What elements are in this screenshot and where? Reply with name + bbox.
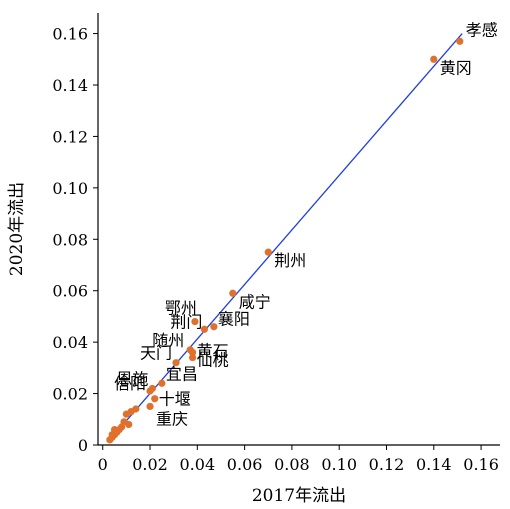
data-point <box>210 323 218 331</box>
y-tick-label: 0.16 <box>52 25 88 44</box>
data-point <box>146 387 154 395</box>
point-label: 重庆 <box>156 409 188 428</box>
point-label: 黄冈 <box>440 58 472 77</box>
y-tick-label: 0.08 <box>52 230 88 249</box>
y-axis-title: 2020年流出 <box>7 182 27 276</box>
y-tick-label: 0.04 <box>52 333 88 352</box>
data-point <box>122 410 130 418</box>
axes: 0 0.02 0.04 0.06 0.08 0.10 0.12 0.14 0.16 0 0.02 0.… <box>52 13 500 474</box>
data-point <box>151 395 159 403</box>
y-tick-label: 0.02 <box>52 385 88 404</box>
x-tick-label: 0.12 <box>369 455 405 474</box>
point-label: 鄂州 <box>165 299 197 318</box>
point-label: 随州 <box>152 331 184 350</box>
point-label: 咸宁 <box>239 292 271 311</box>
y-tick-label: 0.06 <box>52 282 88 301</box>
y-tick-label: 0.14 <box>52 76 88 95</box>
point-label: 天门 <box>140 344 172 363</box>
x-axis-title: 2017年流出 <box>252 486 346 506</box>
point-label: 孝感 <box>466 20 498 39</box>
data-point <box>108 431 116 439</box>
x-tick-label: 0.14 <box>416 455 452 474</box>
data-point <box>158 379 166 387</box>
data-point <box>264 248 272 256</box>
point-label: 黄石 <box>197 341 229 360</box>
data-point <box>430 55 438 63</box>
data-point <box>172 359 180 367</box>
point-label: 十堰 <box>159 390 191 409</box>
point-label: 仙桃 <box>197 351 229 370</box>
x-tick-label: 0.10 <box>321 455 357 474</box>
point-label: 宜昌 <box>166 364 198 383</box>
y-tick-label: 0.12 <box>52 127 88 146</box>
x-tick-label: 0.16 <box>463 455 499 474</box>
data-point <box>188 353 197 362</box>
trend-line <box>109 33 463 441</box>
x-tick-label: 0.06 <box>227 455 263 474</box>
data-point <box>186 346 194 354</box>
data-point <box>191 317 199 326</box>
x-tick-label: 0.08 <box>274 455 310 474</box>
x-tick-label: 0 <box>98 455 108 474</box>
x-tick-label: 0.02 <box>132 455 168 474</box>
data-point <box>229 289 237 297</box>
data-point <box>200 325 209 333</box>
data-point <box>146 402 154 411</box>
point-label: 襄阳 <box>218 310 250 329</box>
data-point <box>456 37 464 45</box>
point-label: 信阳 <box>114 374 146 393</box>
point-label: 荆州 <box>274 251 306 270</box>
point-label: 荆门 <box>170 312 202 331</box>
data-points <box>106 37 464 444</box>
y-tick-label: 0.10 <box>52 179 88 198</box>
x-tick-label: 0.04 <box>180 455 216 474</box>
y-tick-label: 0 <box>78 436 88 455</box>
point-label: 恩施 <box>116 369 148 388</box>
